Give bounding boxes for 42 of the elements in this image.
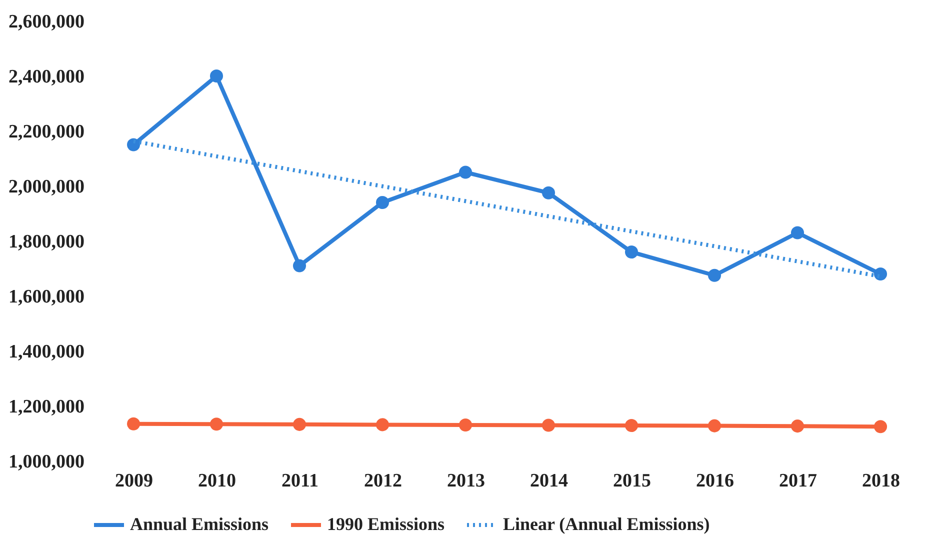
legend-label: Annual Emissions xyxy=(130,514,269,534)
point xyxy=(458,418,472,432)
y-tick-label: 1,600,000 xyxy=(8,286,84,308)
point xyxy=(126,417,140,430)
x-tick-label: 2013 xyxy=(447,470,485,492)
point xyxy=(874,420,888,434)
point xyxy=(708,268,722,282)
point xyxy=(126,138,140,152)
point xyxy=(292,418,306,431)
point xyxy=(790,226,804,240)
point xyxy=(708,419,722,432)
point xyxy=(542,418,556,432)
point xyxy=(210,418,224,431)
x-tick-label: 2009 xyxy=(115,470,153,492)
point xyxy=(790,420,804,433)
point xyxy=(542,186,556,200)
x-tick-label: 2010 xyxy=(198,470,236,492)
x-tick-label: 2011 xyxy=(282,470,318,492)
y-tick-label: 2,600,000 xyxy=(8,12,84,32)
x-tick-label: 2017 xyxy=(779,470,818,492)
x-tick-label: 2015 xyxy=(613,470,651,492)
point xyxy=(210,69,224,83)
x-tick-label: 2016 xyxy=(696,470,734,492)
x-tick-label: 2014 xyxy=(530,470,568,492)
x-tick-label: 2012 xyxy=(364,470,402,492)
y-tick-label: 1,200,000 xyxy=(8,396,84,418)
point xyxy=(376,418,390,432)
point xyxy=(292,259,306,272)
point xyxy=(458,166,472,179)
legend-label: Linear (Annual Emissions) xyxy=(503,514,710,534)
y-tick-label: 2,400,000 xyxy=(8,66,84,88)
legend-label: 1990 Emissions xyxy=(327,514,445,534)
x-tick-label: 2018 xyxy=(862,470,900,492)
point xyxy=(376,196,390,210)
y-tick-label: 1,800,000 xyxy=(8,232,84,252)
point xyxy=(624,245,638,259)
y-tick-label: 2,000,000 xyxy=(8,176,84,198)
y-tick-label: 1,000,000 xyxy=(8,452,84,472)
point xyxy=(874,267,888,281)
point xyxy=(624,419,638,432)
y-tick-label: 2,200,000 xyxy=(8,122,84,142)
y-tick-label: 1,400,000 xyxy=(8,342,84,362)
